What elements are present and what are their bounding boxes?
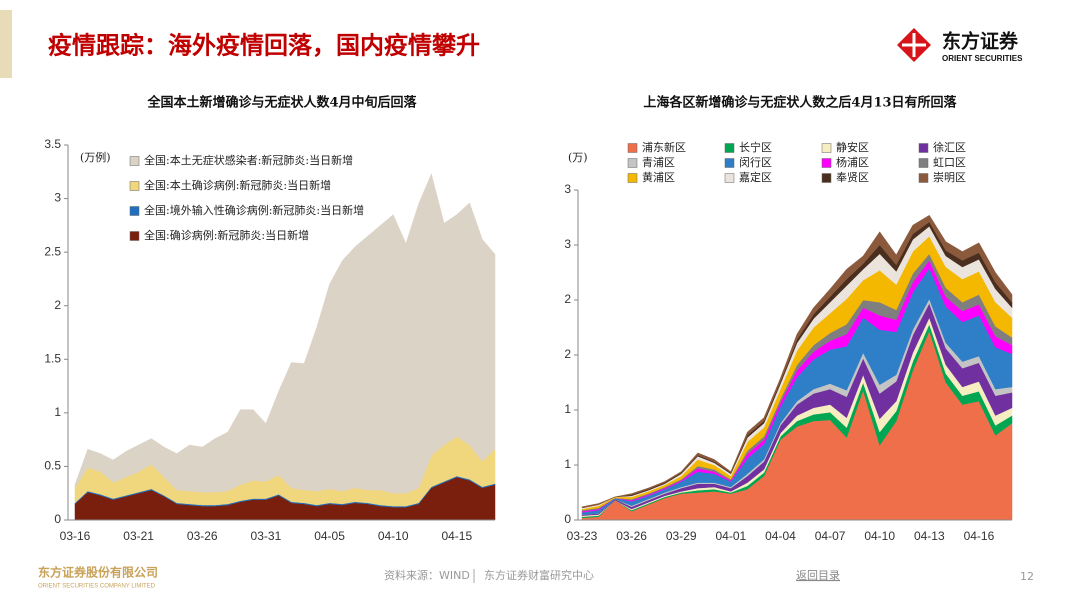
x-tick-label: 04-04	[765, 529, 796, 543]
legend-swatch	[724, 143, 735, 153]
x-tick-label: 04-10	[378, 529, 409, 543]
x-tick-label: 04-07	[815, 529, 846, 543]
area	[74, 173, 496, 494]
footer-source: 资料来源：WIND	[384, 568, 470, 582]
footer-center: 东方证券财富研究中心	[484, 568, 594, 582]
legend-swatch	[918, 173, 929, 183]
y-tick-label: 0.5	[44, 459, 61, 473]
logo: 东方证券 ORIENT SECURITIES	[897, 28, 1023, 63]
legend-label: 青浦区	[642, 156, 675, 169]
footer-company: 东方证券股份有限公司	[38, 565, 158, 580]
legend-label: 浦东新区	[642, 140, 686, 154]
legend-swatch	[724, 173, 735, 183]
back-link[interactable]: 返回目录	[796, 569, 840, 582]
legend-swatch	[918, 143, 929, 153]
legend-swatch	[129, 181, 140, 191]
legend-swatch	[627, 173, 638, 183]
legend-label: 黄浦区	[642, 170, 675, 184]
slide-title: 疫情跟踪：海外疫情回落，国内疫情攀升	[48, 31, 480, 60]
page-number: 12	[1020, 570, 1034, 583]
y-tick-label: 1	[54, 405, 61, 419]
x-tick-label: 03-23	[567, 529, 598, 543]
y-tick-label: 2.5	[44, 244, 61, 258]
y-tick-label: 3.5	[44, 137, 61, 151]
x-tick-label: 04-15	[441, 529, 472, 543]
y-unit: (万)	[568, 151, 588, 164]
legend-swatch	[821, 143, 832, 153]
legend-label: 静安区	[836, 140, 869, 154]
legend-label: 全国:境外输入性确诊病例:新冠肺炎:当日新增	[144, 203, 364, 217]
y-tick-label: 3	[564, 182, 571, 196]
y-tick-label: 1.5	[44, 351, 61, 365]
legend-swatch	[918, 158, 929, 168]
legend-swatch	[821, 173, 832, 183]
x-tick-label: 03-26	[616, 529, 647, 543]
y-tick-label: 2	[54, 298, 61, 312]
x-tick-label: 03-16	[60, 529, 91, 543]
y-tick-label: 1	[564, 457, 571, 471]
legend-swatch	[129, 206, 140, 216]
legend-label: 全国:本土无症状感染者:新冠肺炎:当日新增	[144, 153, 353, 167]
legend-swatch	[129, 231, 140, 241]
legend-swatch	[627, 143, 638, 153]
footer: 东方证券股份有限公司 ORIENT SECURITIES COMPANY LIM…	[38, 565, 1034, 590]
y-tick-label: 3	[54, 191, 61, 205]
area	[581, 214, 1013, 509]
legend-label: 长宁区	[739, 140, 772, 154]
legend-swatch	[821, 158, 832, 168]
x-tick-label: 04-16	[964, 529, 995, 543]
x-tick-label: 04-05	[314, 529, 345, 543]
accent-bar	[0, 10, 12, 78]
logo-name: 东方证券	[942, 30, 1019, 53]
x-tick-label: 04-13	[914, 529, 945, 543]
y-tick-label: 1	[564, 402, 571, 416]
chart-title: 全国本土新增确诊与无症状人数4月中旬后回落	[146, 95, 417, 111]
x-tick-label: 04-01	[715, 529, 746, 543]
charts: 全国本土新增确诊与无症状人数4月中旬后回落 (万例) 0 0.5 1 1.5 2 2.5 3 3.…	[44, 95, 1013, 543]
y-tick-label: 3	[564, 237, 571, 251]
x-tick-label: 03-29	[666, 529, 697, 543]
legend-label: 崇明区	[933, 171, 966, 184]
x-tick-label: 04-10	[864, 529, 895, 543]
x-tick-label: 03-26	[187, 529, 218, 543]
x-tick-label: 03-31	[251, 529, 282, 543]
legend-label: 闵行区	[739, 155, 772, 169]
chart-title: 上海各区新增确诊与无症状人数之后4月13日有所回落	[643, 95, 957, 111]
y-tick-label: 0	[54, 512, 61, 526]
legend-swatch	[129, 156, 140, 166]
legend-label: 杨浦区	[836, 155, 869, 169]
y-tick-label: 2	[564, 292, 571, 306]
legend-label: 奉贤区	[836, 170, 869, 184]
legend-label: 全国:本土确诊病例:新冠肺炎:当日新增	[144, 178, 331, 192]
footer-company-en: ORIENT SECURITIES COMPANY LIMITED	[38, 584, 156, 590]
legend-swatch	[627, 158, 638, 168]
legend-label: 嘉定区	[739, 170, 772, 184]
legend-label: 虹口区	[933, 156, 966, 169]
y-tick-label: 0	[564, 512, 571, 526]
x-tick-label: 03-21	[123, 529, 154, 543]
logo-sub: ORIENT SECURITIES	[942, 54, 1023, 63]
legend-label: 全国:确诊病例:新冠肺炎:当日新增	[144, 228, 309, 242]
y-unit: (万例)	[80, 150, 111, 164]
legend-label: 徐汇区	[933, 140, 966, 154]
legend-swatch	[724, 158, 735, 168]
y-tick-label: 2	[564, 347, 571, 361]
